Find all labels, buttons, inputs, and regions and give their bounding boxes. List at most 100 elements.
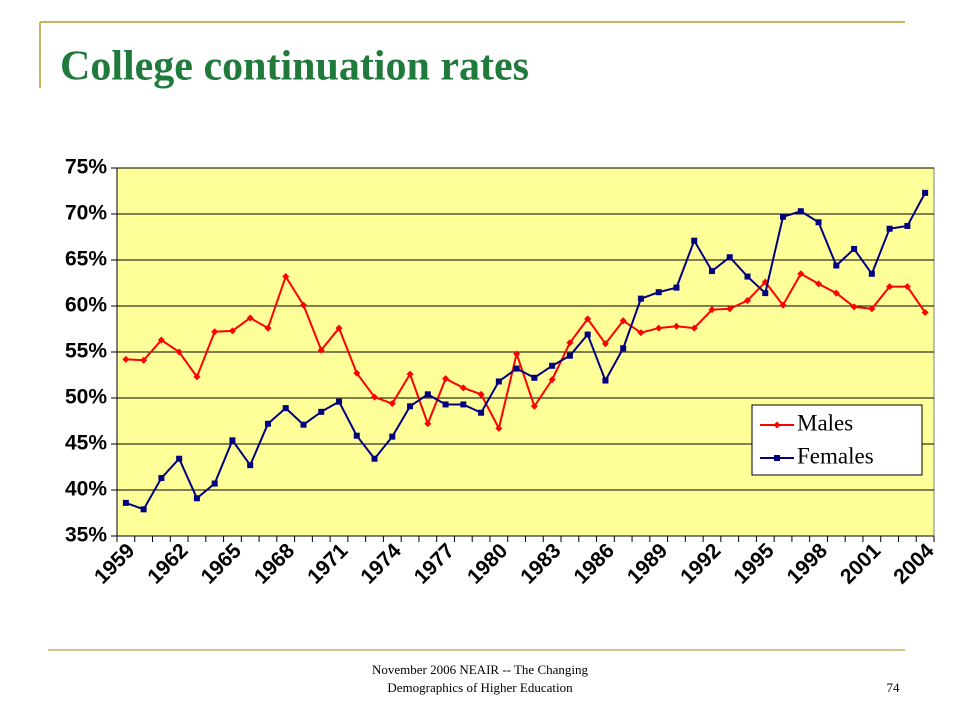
footer-text: November 2006 NEAIR -- The Changing — [372, 662, 589, 677]
data-point — [264, 420, 271, 427]
data-point — [566, 352, 573, 359]
data-point — [406, 370, 414, 378]
data-point — [726, 254, 733, 261]
data-point — [584, 331, 591, 338]
data-point — [868, 305, 876, 313]
data-point — [424, 420, 432, 428]
data-point — [246, 314, 254, 322]
data-point — [388, 400, 396, 408]
x-tick-label: 1983 — [516, 539, 565, 588]
data-point — [247, 462, 254, 469]
y-tick-label: 65% — [65, 248, 107, 271]
data-point — [299, 301, 307, 309]
data-point — [229, 437, 236, 444]
x-tick-label: 1971 — [303, 539, 353, 589]
y-tick-label: 50% — [65, 386, 107, 409]
x-tick-label: 1986 — [570, 539, 619, 588]
data-point — [531, 374, 538, 381]
x-tick-label: 1962 — [143, 539, 192, 588]
legend-marker — [774, 455, 780, 461]
series-line — [125, 192, 927, 511]
data-point — [691, 237, 698, 244]
data-point — [762, 290, 769, 297]
data-point — [833, 262, 840, 269]
data-point — [157, 336, 165, 344]
x-tick-label: 1998 — [783, 539, 833, 589]
data-point — [851, 245, 858, 252]
data-point — [780, 213, 787, 220]
data-point — [140, 506, 147, 513]
x-tick-label: 1989 — [623, 539, 672, 588]
legend-marker — [773, 421, 781, 429]
data-point — [744, 296, 752, 304]
data-point — [655, 324, 663, 332]
series-line — [125, 272, 926, 432]
data-point — [175, 348, 183, 356]
data-point — [797, 270, 805, 278]
data-point — [158, 475, 165, 482]
data-point — [566, 339, 574, 347]
data-point — [602, 377, 609, 384]
data-point — [513, 350, 521, 358]
data-point — [513, 365, 520, 372]
data-point — [300, 421, 307, 428]
data-point — [921, 308, 929, 316]
x-tick-label: 1980 — [463, 539, 512, 588]
data-point — [495, 378, 502, 385]
y-tick-label: 75% — [65, 156, 107, 179]
data-point — [584, 315, 592, 323]
data-point — [228, 327, 236, 335]
data-point — [708, 268, 715, 275]
legend-label: Males — [797, 410, 853, 435]
data-point — [726, 305, 734, 313]
data-point — [353, 369, 361, 377]
data-point — [903, 283, 911, 291]
x-tick-label: 1968 — [250, 539, 300, 589]
data-point — [389, 433, 396, 440]
data-point — [335, 324, 343, 332]
data-point — [886, 283, 894, 291]
y-tick-label: 55% — [65, 340, 107, 363]
data-point — [424, 391, 431, 398]
data-point — [282, 273, 290, 281]
x-tick-label: 1959 — [90, 539, 139, 588]
data-point — [637, 329, 645, 337]
data-point — [442, 401, 449, 408]
slide-title: College continuation rates — [60, 44, 529, 90]
data-point — [619, 317, 627, 325]
data-point — [140, 356, 148, 364]
data-point — [601, 340, 609, 348]
data-point — [317, 346, 325, 354]
data-point — [211, 328, 219, 336]
data-point — [193, 495, 200, 502]
data-point — [211, 480, 218, 487]
data-point — [904, 222, 911, 229]
data-point — [371, 393, 379, 401]
legend-label: Females — [797, 443, 874, 468]
data-point — [672, 322, 680, 330]
data-point — [407, 403, 414, 410]
data-point — [176, 455, 183, 462]
data-point — [495, 424, 503, 432]
y-tick-label: 40% — [65, 478, 107, 501]
page-number: 74 — [887, 680, 901, 695]
data-point — [193, 373, 201, 381]
data-point — [122, 355, 130, 363]
data-point — [637, 295, 644, 302]
y-tick-label: 60% — [65, 294, 107, 317]
data-point — [797, 208, 804, 215]
legend-box — [751, 404, 923, 476]
data-point — [815, 219, 822, 226]
data-point — [282, 405, 289, 412]
x-tick-label: 1992 — [676, 539, 725, 588]
footer-text: Demographics of Higher Education — [387, 680, 573, 695]
data-point — [371, 455, 378, 462]
data-point — [744, 273, 751, 280]
data-point — [353, 432, 360, 439]
data-point — [478, 409, 485, 416]
x-tick-label: 1965 — [197, 539, 247, 589]
data-point — [886, 225, 893, 232]
data-point — [690, 324, 698, 332]
data-point — [548, 376, 556, 384]
data-point — [815, 280, 823, 288]
